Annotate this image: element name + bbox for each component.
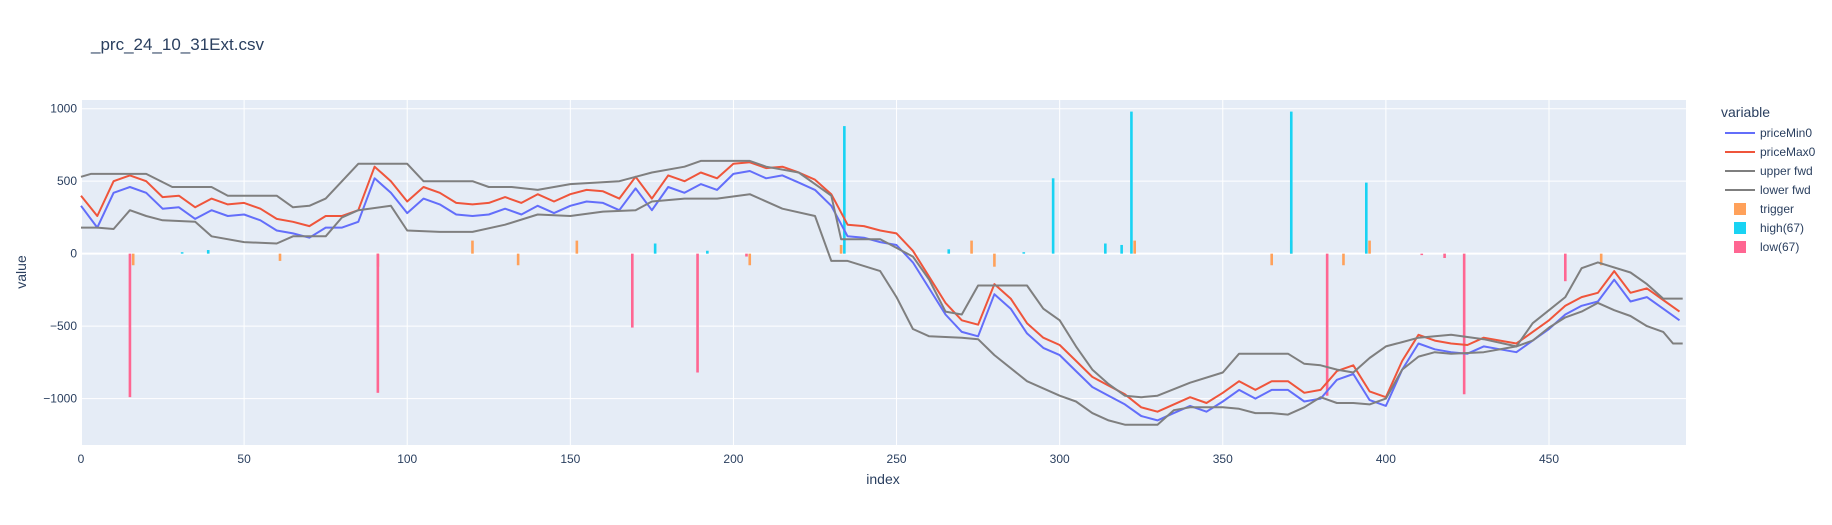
bar-low-67- (128, 253, 132, 398)
line-series (80, 159, 1683, 426)
legend-item-trigger[interactable]: trigger (1734, 202, 1794, 216)
legend-item-low-67-[interactable]: low(67) (1734, 240, 1799, 254)
legend-label: trigger (1760, 202, 1794, 216)
y-tick-label: −1000 (43, 392, 77, 406)
bar-marks (128, 111, 1603, 398)
bar-trigger (278, 253, 282, 261)
gridlines (80, 100, 1686, 445)
legend: variable priceMin0 priceMax0 upper fwd lowe… (1721, 104, 1816, 254)
x-tick-label: 100 (397, 452, 417, 466)
series-pricemin0 (80, 170, 1681, 422)
x-tick-label: 450 (1539, 452, 1559, 466)
bar-trigger (1270, 253, 1274, 266)
chart-title: _prc_24_10_31Ext.csv (90, 35, 264, 54)
x-tick-label: 250 (887, 452, 907, 466)
bar-high-67- (1051, 178, 1055, 254)
bar-low-67- (1462, 253, 1466, 395)
bar-high-67- (653, 243, 657, 254)
bar-high-67- (947, 249, 951, 254)
legend-item-lower-fwd[interactable]: lower fwd (1725, 183, 1811, 197)
legend-label: lower fwd (1760, 183, 1811, 197)
bar-low-67- (696, 253, 699, 373)
series-lower-fwd (81, 193, 1683, 426)
bar-trigger (748, 253, 752, 266)
x-tick-label: 350 (1213, 452, 1233, 466)
bar-trigger (993, 253, 996, 267)
legend-swatch (1734, 203, 1746, 215)
series-upper-fwd (80, 159, 1683, 399)
bar-trigger (970, 240, 973, 254)
legend-swatch (1734, 241, 1746, 253)
bar-low-67- (745, 253, 748, 257)
legend-item-pricemin0[interactable]: priceMin0 (1725, 126, 1812, 140)
bar-trigger (471, 240, 474, 254)
legend-label: priceMax0 (1760, 145, 1816, 159)
bar-trigger (131, 253, 135, 266)
x-tick-label: 50 (237, 452, 251, 466)
y-tick-label: 0 (70, 247, 77, 261)
x-axis-title: index (866, 471, 899, 487)
bar-trigger (575, 240, 579, 254)
bar-low-67- (376, 253, 380, 393)
x-tick-label: 150 (560, 452, 580, 466)
bar-low-67- (631, 253, 634, 328)
bar-trigger (1342, 253, 1345, 266)
bar-high-67- (1365, 182, 1368, 254)
legend-label: priceMin0 (1760, 126, 1812, 140)
legend-label: upper fwd (1760, 164, 1813, 178)
bar-trigger (1599, 253, 1603, 266)
y-tick-labels: −1000 −500 0 500 1000 (43, 102, 77, 406)
bar-low-67- (1443, 253, 1446, 259)
bar-high-67- (1120, 244, 1123, 254)
x-tick-labels: 0 50 100 150 200 250 300 350 400 450 (78, 452, 1560, 466)
bar-high-67- (206, 250, 210, 254)
bar-high-67- (706, 250, 709, 254)
x-tick-label: 300 (1050, 452, 1070, 466)
y-tick-label: −500 (50, 319, 77, 333)
legend-swatch (1734, 222, 1746, 234)
legend-item-high-67-[interactable]: high(67) (1734, 221, 1804, 235)
bar-trigger (839, 244, 843, 254)
bar-low-67- (1563, 253, 1567, 282)
bar-trigger (1133, 240, 1136, 254)
bar-low-67- (1325, 253, 1329, 396)
bar-low-67- (1420, 253, 1424, 256)
legend-label: high(67) (1760, 221, 1804, 235)
bar-high-67- (1104, 243, 1107, 254)
y-tick-label: 1000 (50, 102, 77, 116)
y-axis-title: value (13, 255, 29, 289)
plot-area (81, 100, 1686, 445)
bar-high-67- (1289, 111, 1293, 254)
y-tick-label: 500 (57, 174, 77, 188)
bar-high-67- (843, 126, 846, 254)
legend-item-pricemax0[interactable]: priceMax0 (1725, 145, 1816, 159)
bar-high-67- (180, 252, 184, 254)
legend-label: low(67) (1760, 240, 1799, 254)
legend-item-upper-fwd[interactable]: upper fwd (1725, 164, 1813, 178)
legend-title: variable (1721, 104, 1770, 120)
x-tick-label: 400 (1376, 452, 1396, 466)
x-tick-label: 0 (78, 452, 85, 466)
bar-trigger (1368, 240, 1371, 254)
bar-high-67- (1130, 111, 1133, 254)
bar-high-67- (1022, 252, 1026, 254)
bar-trigger (516, 253, 520, 266)
x-tick-label: 200 (723, 452, 743, 466)
